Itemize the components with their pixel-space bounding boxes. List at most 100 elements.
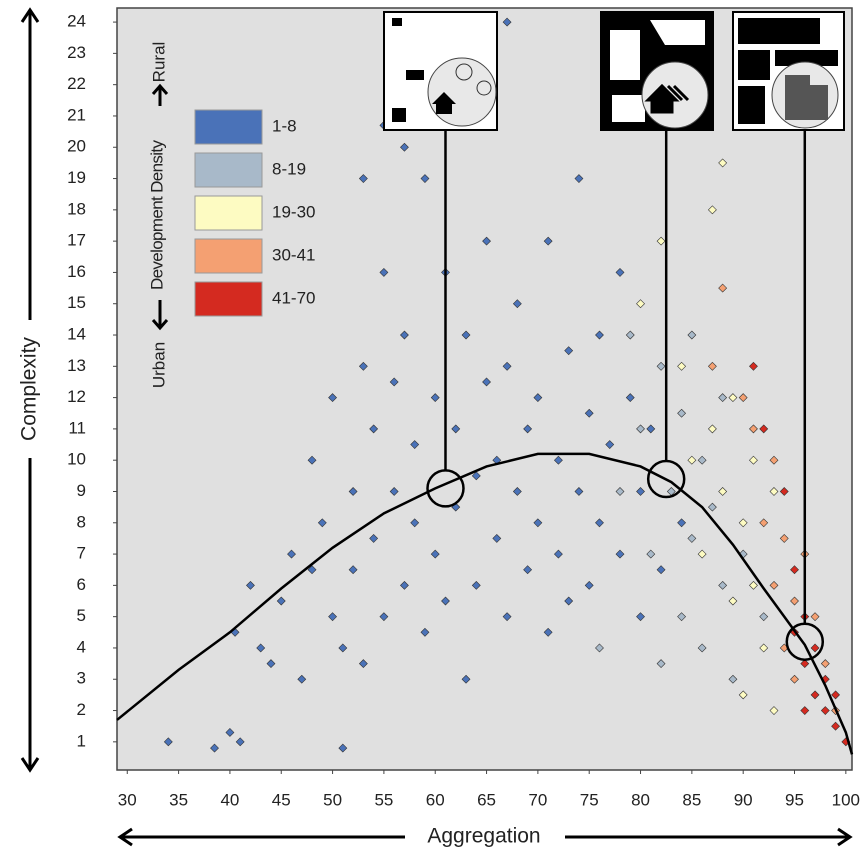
point xyxy=(256,643,266,653)
point xyxy=(718,158,728,168)
point xyxy=(328,612,337,622)
point xyxy=(502,612,512,622)
point xyxy=(738,393,748,403)
point xyxy=(759,518,769,528)
legend-title: Development Density xyxy=(147,140,166,291)
legend-label: 1-8 xyxy=(272,116,297,135)
point xyxy=(769,580,779,590)
x-tick-label: 30 xyxy=(118,790,137,809)
y-tick-label: 7 xyxy=(77,544,86,563)
point xyxy=(358,361,368,371)
x-tick-label: 90 xyxy=(734,790,753,809)
y-tick-label: 19 xyxy=(67,168,86,187)
y-tick-label: 9 xyxy=(77,481,86,500)
point xyxy=(738,690,748,700)
point xyxy=(584,580,594,590)
point xyxy=(810,690,820,700)
point xyxy=(225,728,235,737)
y-tick-label: 17 xyxy=(67,231,86,250)
point xyxy=(369,534,379,543)
x-tick-label: 95 xyxy=(785,790,804,809)
point xyxy=(636,612,645,622)
point xyxy=(677,612,687,622)
point xyxy=(656,361,666,371)
y-tick-label: 5 xyxy=(77,606,86,625)
highlight-circle xyxy=(646,459,686,499)
legend-swatch xyxy=(194,238,263,274)
point xyxy=(595,330,604,340)
point xyxy=(615,268,625,277)
point xyxy=(482,377,491,387)
point xyxy=(605,440,615,449)
y-tick-label: 8 xyxy=(77,512,86,531)
point xyxy=(482,236,491,246)
point xyxy=(779,487,789,496)
legend-swatch xyxy=(194,152,263,188)
y-tick-label: 11 xyxy=(68,418,86,437)
point xyxy=(276,596,286,606)
point xyxy=(441,596,450,606)
y-tick-label: 22 xyxy=(67,74,86,93)
point xyxy=(328,393,337,403)
point xyxy=(461,330,471,340)
point xyxy=(656,236,666,246)
x-tick-label: 85 xyxy=(682,790,701,809)
point xyxy=(430,549,440,559)
point xyxy=(287,549,296,559)
point xyxy=(420,174,430,183)
y-tick-label: 21 xyxy=(67,105,86,124)
point xyxy=(687,455,697,465)
point xyxy=(379,268,389,277)
point xyxy=(471,471,481,481)
point xyxy=(759,424,769,434)
point xyxy=(400,330,409,340)
legend-label: 41-70 xyxy=(272,288,315,307)
y-axis-label: Complexity xyxy=(18,337,41,441)
point xyxy=(553,549,563,559)
point xyxy=(369,424,379,434)
point xyxy=(759,612,769,622)
x-tick-label: 65 xyxy=(477,790,496,809)
point xyxy=(728,393,738,403)
point xyxy=(707,502,717,512)
point xyxy=(636,299,645,309)
point xyxy=(512,487,522,496)
point xyxy=(697,549,707,559)
point xyxy=(564,596,574,606)
point xyxy=(646,549,656,559)
point xyxy=(615,549,625,559)
x-tick-label: 70 xyxy=(528,790,547,809)
point xyxy=(769,487,779,496)
y-tick-label: 14 xyxy=(67,325,86,344)
x-tick-label: 100 xyxy=(832,790,860,809)
point xyxy=(707,205,717,215)
point xyxy=(523,424,533,434)
x-tick-label: 75 xyxy=(580,790,599,809)
y-tick-label: 12 xyxy=(67,387,86,406)
point xyxy=(615,487,625,496)
point xyxy=(512,299,522,309)
x-tick-label: 80 xyxy=(631,790,650,809)
y-tick-label: 6 xyxy=(77,575,86,594)
point xyxy=(677,408,687,418)
y-tick-label: 15 xyxy=(67,293,86,312)
point xyxy=(707,361,717,371)
x-axis-arrow xyxy=(117,827,853,847)
point xyxy=(749,424,758,434)
y-tick-label: 4 xyxy=(77,637,86,656)
point xyxy=(358,174,368,183)
point xyxy=(543,236,553,246)
point xyxy=(595,518,604,528)
x-tick-label: 35 xyxy=(169,790,188,809)
point xyxy=(307,455,317,465)
point xyxy=(636,487,645,496)
point xyxy=(718,580,728,590)
legend-label: 30-41 xyxy=(272,245,315,264)
point xyxy=(790,565,799,575)
point xyxy=(769,706,779,715)
point xyxy=(502,361,512,371)
point xyxy=(210,743,219,753)
point xyxy=(235,737,245,747)
y-tick-label: 16 xyxy=(67,262,86,281)
point xyxy=(574,487,584,496)
